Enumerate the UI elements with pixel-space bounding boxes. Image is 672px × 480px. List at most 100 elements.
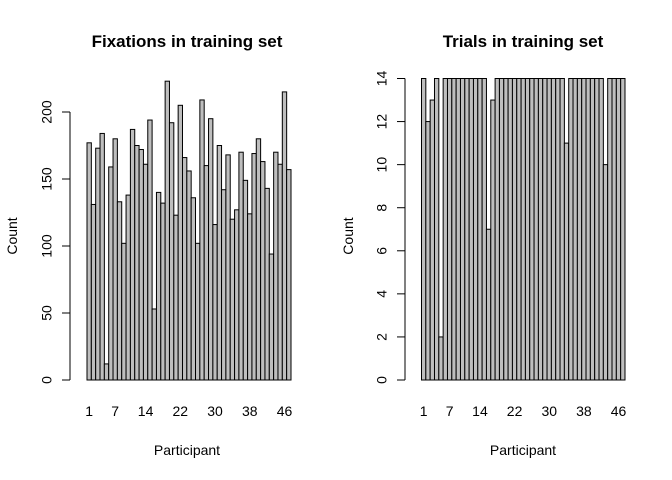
bar-participant-22 xyxy=(511,78,518,381)
bar-participant-10 xyxy=(125,194,131,381)
x-tick-label: 7 xyxy=(446,403,454,419)
bar-participant-44 xyxy=(607,78,613,381)
bar-participant-1 xyxy=(421,78,427,381)
bar-participant-5 xyxy=(103,363,110,381)
x-tick-label: 30 xyxy=(207,403,223,419)
x-tick-label: 30 xyxy=(541,403,557,419)
x-tick-label: 1 xyxy=(420,403,428,419)
bar-participant-3 xyxy=(95,147,101,381)
y-tick-label: 0 xyxy=(39,376,55,384)
bar-participant-33 xyxy=(225,154,231,381)
bars-group xyxy=(421,78,626,381)
bar-participant-46 xyxy=(281,91,288,381)
bar-participant-14 xyxy=(477,78,483,381)
bar-participant-37 xyxy=(576,78,583,381)
y-tick-label: 4 xyxy=(374,290,390,298)
bar-participant-43 xyxy=(602,164,609,381)
x-tick-label: 38 xyxy=(576,403,592,419)
bar-participant-3 xyxy=(429,99,435,381)
bar-participant-2 xyxy=(425,121,431,381)
chart-title: Trials in training set xyxy=(443,32,604,51)
bar-participant-6 xyxy=(442,78,448,381)
bar-participant-46 xyxy=(615,78,622,381)
bar-participant-30 xyxy=(212,224,218,381)
bar-participant-24 xyxy=(520,78,526,381)
bar-participant-17 xyxy=(490,99,496,381)
bar-participant-40 xyxy=(589,78,596,381)
bar-participant-38 xyxy=(247,213,253,381)
y-tick-label: 12 xyxy=(374,114,390,130)
bar-participant-41 xyxy=(594,78,600,381)
bar-participant-19 xyxy=(164,80,170,381)
y-tick-label: 100 xyxy=(39,234,55,258)
bar-participant-32 xyxy=(221,189,227,381)
x-axis: 1 7 14 22 30 38 46 xyxy=(85,403,292,419)
bar-participant-20 xyxy=(503,78,509,381)
y-axis: 0 50 100 150 200 xyxy=(39,100,71,384)
bar-participant-27 xyxy=(199,99,205,381)
y-tick-label: 6 xyxy=(374,247,390,255)
bar-participant-40 xyxy=(255,138,262,381)
bar-participant-25 xyxy=(524,78,531,381)
bar-participant-47 xyxy=(286,169,292,381)
y-axis-label: Count xyxy=(340,217,356,254)
y-tick-label: 150 xyxy=(39,167,55,191)
bar-participant-9 xyxy=(121,242,127,381)
bar-participant-18 xyxy=(494,78,500,381)
bar-participant-6 xyxy=(108,166,114,381)
bar-participant-4 xyxy=(433,78,440,381)
x-tick-label: 14 xyxy=(138,403,154,419)
bar-participant-36 xyxy=(238,151,244,381)
x-tick-label: 46 xyxy=(277,403,293,419)
bar-participant-2 xyxy=(90,203,97,381)
bar-participant-34 xyxy=(563,142,570,381)
y-tick-label: 14 xyxy=(374,71,390,87)
bar-participant-28 xyxy=(203,165,210,381)
bar-participant-35 xyxy=(568,78,574,381)
bar-participant-22 xyxy=(177,104,183,381)
bar-participant-34 xyxy=(229,218,236,381)
bars-group xyxy=(86,80,292,381)
bar-participant-38 xyxy=(581,78,587,381)
bar-participant-45 xyxy=(277,163,283,381)
bar-participant-8 xyxy=(451,78,457,381)
bar-participant-30 xyxy=(546,78,552,381)
bar-participant-45 xyxy=(611,78,617,381)
bar-participant-36 xyxy=(572,78,578,381)
y-tick-label: 0 xyxy=(374,376,390,384)
bar-participant-29 xyxy=(208,118,214,381)
bar-participant-43 xyxy=(268,253,275,381)
bar-participant-16 xyxy=(151,308,157,381)
bar-participant-39 xyxy=(251,153,257,381)
x-axis-label: Participant xyxy=(154,442,220,458)
y-axis: 0 2 4 6 8 10 12 14 xyxy=(374,71,406,384)
bar-participant-39 xyxy=(585,78,591,381)
bar-participant-10 xyxy=(459,78,466,381)
fixations-chart: Fixations in training set 0 50 100 150 200 1… xyxy=(4,32,292,458)
bar-participant-21 xyxy=(507,78,513,381)
x-tick-label: 1 xyxy=(85,403,93,419)
bar-participant-13 xyxy=(138,149,144,381)
bar-participant-11 xyxy=(464,78,470,381)
y-axis-label: Count xyxy=(4,217,20,254)
y-tick-label: 2 xyxy=(374,333,390,341)
bar-participant-15 xyxy=(481,78,487,381)
bar-participant-21 xyxy=(173,214,179,381)
x-tick-label: 38 xyxy=(242,403,258,419)
bar-participant-33 xyxy=(559,78,565,381)
x-tick-label: 22 xyxy=(173,403,189,419)
bar-participant-16 xyxy=(485,228,492,381)
bar-participant-18 xyxy=(160,202,166,381)
y-tick-label: 10 xyxy=(374,157,390,173)
bar-participant-26 xyxy=(529,78,535,381)
bar-participant-4 xyxy=(99,132,105,381)
bar-participant-35 xyxy=(234,209,240,381)
bar-participant-27 xyxy=(533,78,539,381)
bar-participant-17 xyxy=(155,191,162,381)
bar-participant-1 xyxy=(86,142,92,381)
bar-participant-29 xyxy=(542,78,548,381)
bar-participant-24 xyxy=(186,170,192,381)
x-tick-label: 14 xyxy=(472,403,488,419)
